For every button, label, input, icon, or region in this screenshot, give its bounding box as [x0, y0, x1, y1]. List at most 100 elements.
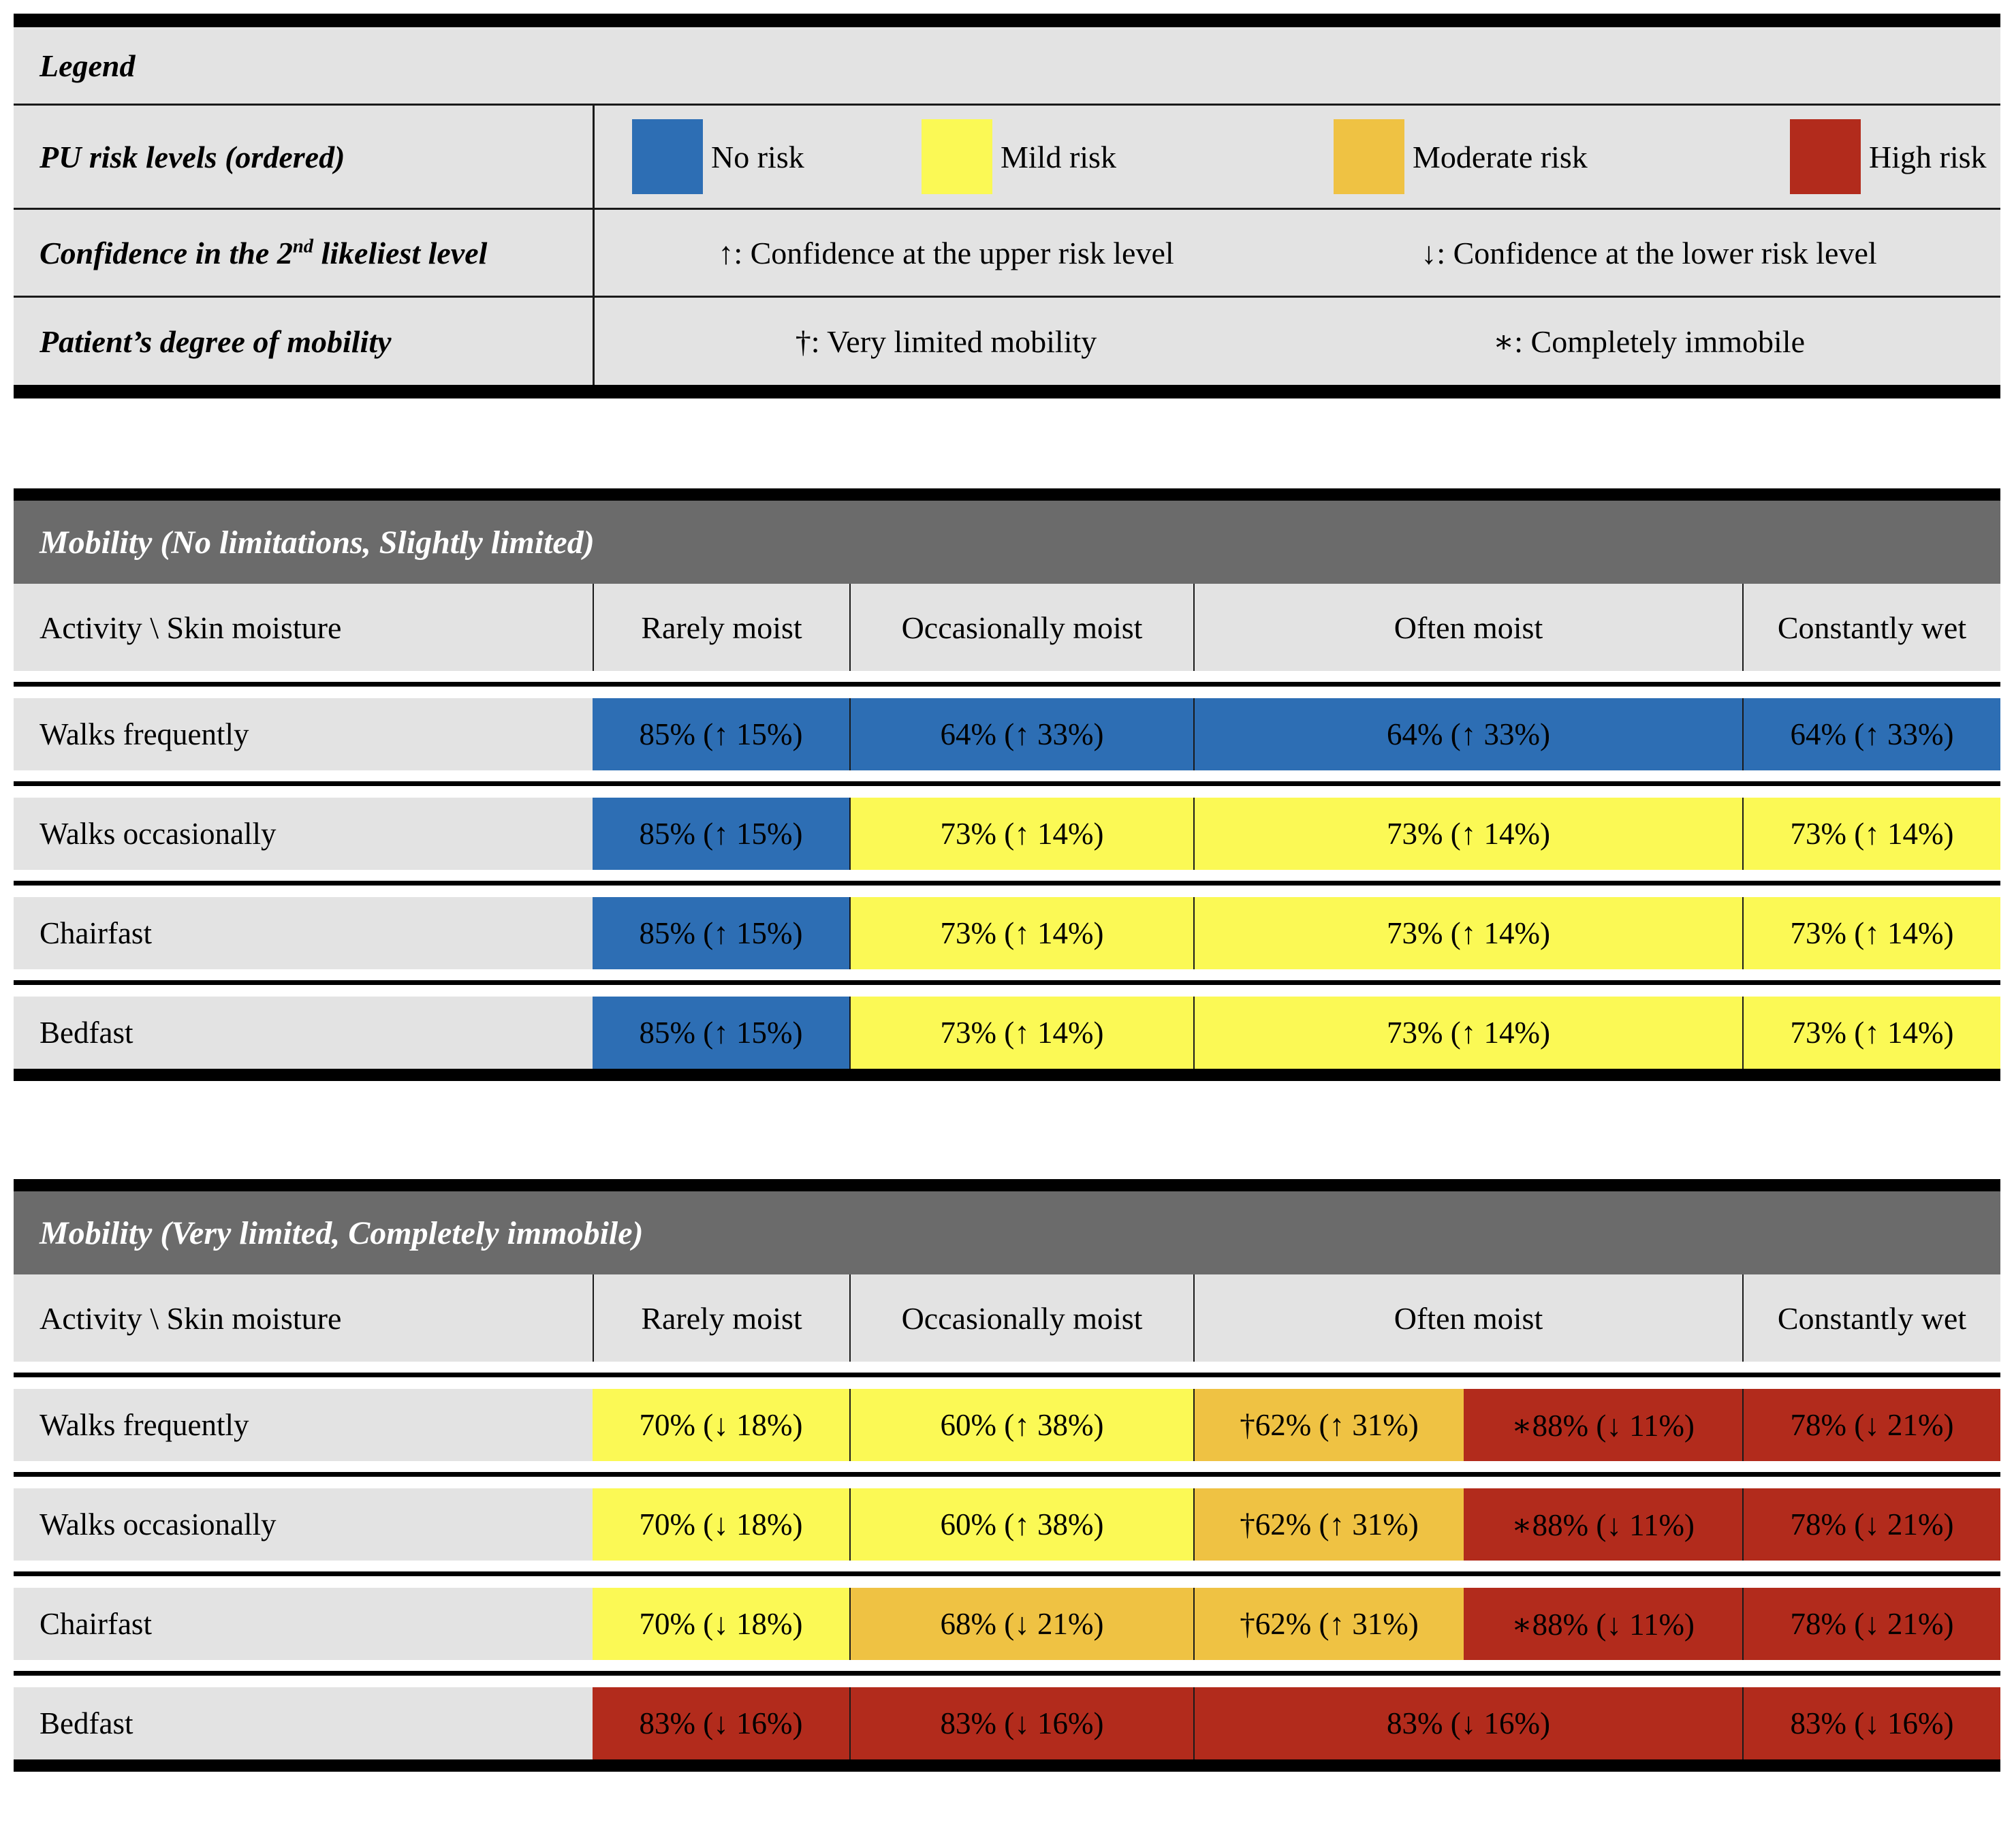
risk-cell: ∗88% (↓ 11%)	[1464, 1588, 1742, 1660]
legend-mobility-label-cell: Patient’s degree of mobility	[14, 298, 593, 385]
risk-cell: 83% (↓ 16%)	[851, 1687, 1193, 1759]
column-divider	[593, 584, 594, 671]
mild-risk-swatch	[922, 119, 992, 194]
risk-cell: 70% (↓ 18%)	[593, 1389, 849, 1461]
risk-cell: 73% (↑ 14%)	[851, 897, 1193, 969]
column-divider	[1742, 698, 1744, 770]
corner-header: Activity \ Skin moisture	[40, 1300, 342, 1336]
risk-cell: 78% (↓ 21%)	[1744, 1488, 2000, 1561]
legend-confidence-label-cell: Confidence in the 2nd likeliest level	[14, 210, 593, 296]
risk-cell: 60% (↑ 38%)	[851, 1389, 1193, 1461]
column-divider	[1193, 1687, 1195, 1759]
risk-cell: 70% (↓ 18%)	[593, 1588, 849, 1660]
column-divider	[1742, 1488, 1744, 1561]
legend-vertical-divider	[593, 298, 595, 385]
table-top-rule	[14, 1179, 2000, 1191]
column-divider	[1193, 1488, 1195, 1561]
row-label: Walks occasionally	[14, 798, 593, 870]
risk-cell: †62% (↑ 31%)	[1195, 1488, 1464, 1561]
column-divider	[1742, 1687, 1744, 1759]
risk-cell: †62% (↑ 31%)	[1195, 1389, 1464, 1461]
column-header-often-moist: Often moist	[1394, 1300, 1543, 1336]
column-divider	[1742, 1274, 1744, 1362]
legend-confidence-row: Confidence in the 2nd likeliest level ↑:…	[14, 210, 2000, 296]
column-divider	[1742, 997, 1744, 1069]
legend-vertical-divider	[593, 106, 595, 208]
risk-cell: ∗88% (↓ 11%)	[1464, 1488, 1742, 1561]
risk-cell: 85% (↑ 15%)	[593, 698, 849, 770]
legend-bottom-rule	[14, 385, 2000, 398]
risk-cell: ∗88% (↓ 11%)	[1464, 1389, 1742, 1461]
column-divider	[1193, 1274, 1195, 1362]
table-mobility-very-limited: Mobility (Very limited, Completely immob…	[14, 1179, 2000, 1772]
table-row: Walks occasionally 85% (↑ 15%) 73% (↑ 14…	[14, 798, 2000, 870]
row-label: Bedfast	[14, 997, 593, 1069]
risk-cell: 60% (↑ 38%)	[851, 1488, 1193, 1561]
risk-cell: 64% (↑ 33%)	[1195, 698, 1742, 770]
completely-immobile-text: ∗: Completely immobile	[1492, 324, 1805, 359]
column-header-often-moist: Often moist	[1394, 610, 1543, 645]
legend-divider	[14, 296, 2000, 298]
high-risk-label: High risk	[1869, 139, 1987, 174]
column-divider	[849, 1389, 851, 1461]
column-divider	[1742, 897, 1744, 969]
table-row: Chairfast 85% (↑ 15%) 73% (↑ 14%) 73% (↑…	[14, 897, 2000, 969]
legend-entry-no-risk: No risk	[632, 119, 804, 194]
table-mobility-no-limitations: Mobility (No limitations, Slightly limit…	[14, 488, 2000, 1081]
risk-cell: 85% (↑ 15%)	[593, 798, 849, 870]
high-risk-swatch	[1790, 119, 1861, 194]
column-divider	[849, 897, 851, 969]
column-divider	[849, 1588, 851, 1660]
row-separator	[14, 671, 2000, 698]
mobility-degree-label: Patient’s degree of mobility	[40, 324, 392, 359]
column-header-occasionally-moist: Occasionally moist	[901, 1300, 1143, 1336]
column-divider	[849, 584, 851, 671]
risk-cell: 83% (↓ 16%)	[593, 1687, 849, 1759]
confidence-lower-text: ↓: Confidence at the lower risk level	[1421, 235, 1877, 270]
mild-risk-label: Mild risk	[1001, 139, 1116, 174]
column-divider	[849, 798, 851, 870]
risk-cell: 64% (↑ 33%)	[851, 698, 1193, 770]
row-separator	[14, 870, 2000, 897]
corner-header: Activity \ Skin moisture	[40, 610, 342, 645]
legend-title-row: Legend	[14, 27, 2000, 104]
risk-cell: 85% (↑ 15%)	[593, 997, 849, 1069]
legend-mobility-content: †: Very limited mobility ∗: Completely i…	[595, 298, 2000, 385]
table-header-row: Activity \ Skin moisture Rarely moist Oc…	[14, 584, 2000, 671]
table-header-row: Activity \ Skin moisture Rarely moist Oc…	[14, 1274, 2000, 1362]
table-top-rule	[14, 488, 2000, 501]
column-header-constantly-wet: Constantly wet	[1777, 1300, 1967, 1336]
row-label: Bedfast	[14, 1687, 593, 1759]
legend-title: Legend	[40, 48, 136, 83]
column-divider	[1193, 798, 1195, 870]
risk-cell: 73% (↑ 14%)	[851, 798, 1193, 870]
risk-cell: 83% (↓ 16%)	[1195, 1687, 1742, 1759]
risk-cell: 73% (↑ 14%)	[1195, 798, 1742, 870]
column-divider	[1193, 997, 1195, 1069]
legend-divider	[14, 208, 2000, 210]
column-header-constantly-wet: Constantly wet	[1777, 610, 1967, 645]
row-label: Walks occasionally	[14, 1488, 593, 1561]
column-divider	[1193, 1588, 1195, 1660]
column-divider	[1742, 1389, 1744, 1461]
moderate-risk-label: Moderate risk	[1413, 139, 1588, 174]
risk-cell: 78% (↓ 21%)	[1744, 1389, 2000, 1461]
risk-cell: 64% (↑ 33%)	[1744, 698, 2000, 770]
column-divider	[849, 698, 851, 770]
table-row: Walks frequently 85% (↑ 15%) 64% (↑ 33%)…	[14, 698, 2000, 770]
column-divider	[1193, 1389, 1195, 1461]
moderate-risk-swatch	[1334, 119, 1404, 194]
column-divider	[1193, 897, 1195, 969]
row-label: Walks frequently	[14, 698, 593, 770]
row-separator	[14, 969, 2000, 997]
legend-entry-moderate-risk: Moderate risk	[1334, 119, 1588, 194]
legend-table: Legend PU risk levels (ordered) No risk …	[14, 14, 2000, 398]
row-separator	[14, 770, 2000, 798]
risk-cell: 73% (↑ 14%)	[1744, 897, 2000, 969]
risk-cell: 73% (↑ 14%)	[1195, 997, 1742, 1069]
risk-cell: 68% (↓ 21%)	[851, 1588, 1193, 1660]
table-title: Mobility (No limitations, Slightly limit…	[14, 501, 2000, 584]
legend-top-rule	[14, 14, 2000, 27]
row-separator	[14, 1362, 2000, 1389]
